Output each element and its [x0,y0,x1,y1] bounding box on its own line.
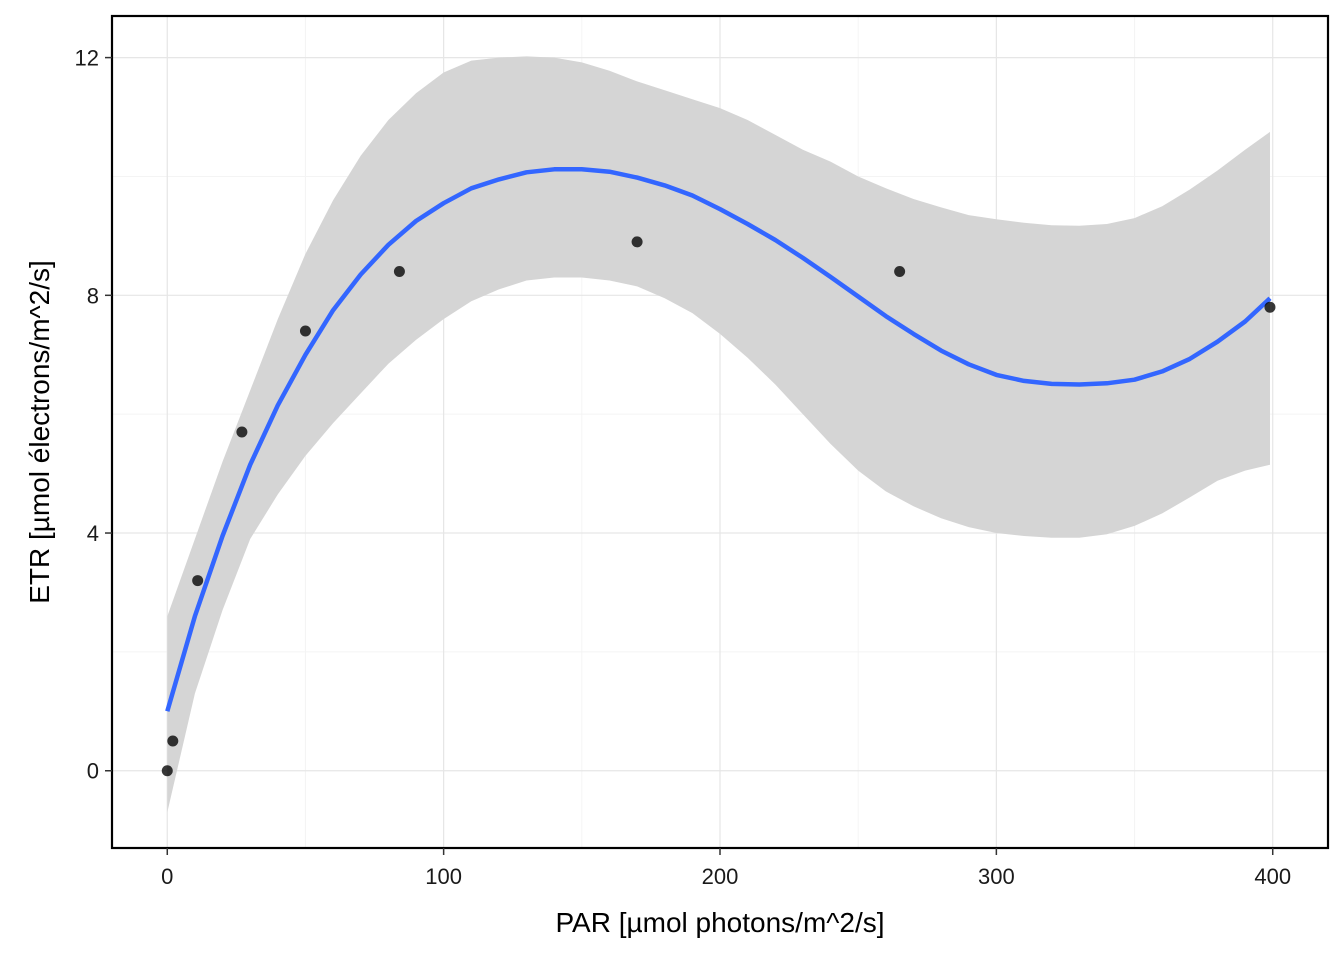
y-tick-label: 0 [87,759,99,784]
x-tick-label: 200 [702,864,739,889]
y-axis-title: ETR [µmol électrons/m^2/s] [24,260,55,604]
x-tick-label: 300 [978,864,1015,889]
data-point [1264,301,1276,313]
x-tick-label: 400 [1254,864,1291,889]
data-point [393,266,405,278]
data-point [167,735,179,747]
confidence-band [167,56,1270,813]
y-tick-label: 12 [75,46,99,71]
data-point [161,765,173,777]
smooth-fit-line [165,167,1272,712]
y-tick-label: 4 [87,521,99,546]
data-points [161,236,1276,777]
y-tick-label: 8 [87,283,99,308]
x-axis-ticks: 0 100 200 300 400 [161,848,1291,889]
y-axis-ticks: 0 4 8 12 [75,46,112,784]
data-point [192,575,204,587]
x-tick-label: 100 [425,864,462,889]
x-tick-label: 0 [161,864,173,889]
data-point [631,236,643,248]
data-point [894,266,906,278]
x-axis-title: PAR [µmol photons/m^2/s] [555,907,884,938]
data-point [236,426,248,438]
data-point [299,325,311,337]
